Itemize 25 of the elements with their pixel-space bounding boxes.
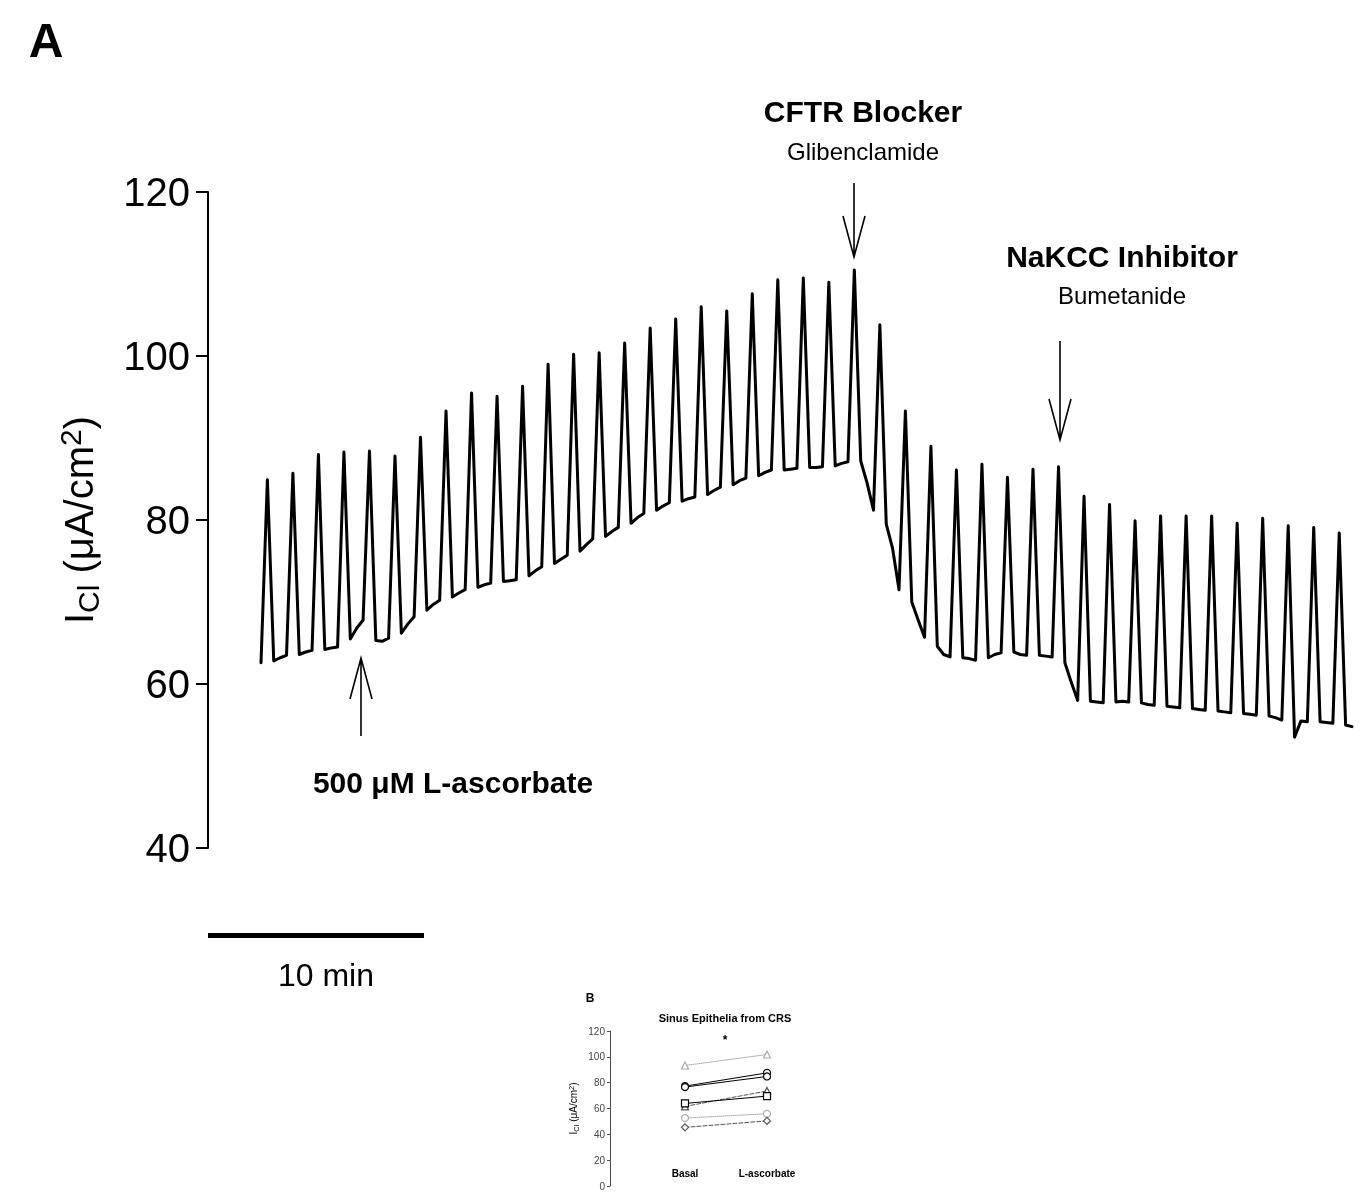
y-tick-label: 20 <box>593 1154 606 1166</box>
y-axis-title: ICl (μA/cm2) <box>53 415 105 625</box>
text: B <box>585 991 595 1005</box>
y-tick-label: 60 <box>145 662 190 706</box>
annotation: 500 μM L-ascorbate <box>312 766 594 800</box>
y-tick-label: 120 <box>588 1025 606 1037</box>
annotation: Bumetanide <box>1057 282 1187 310</box>
y-tick-label: 60 <box>593 1103 606 1114</box>
chart-title: Sinus Epithelia from CRS <box>658 1012 792 1024</box>
x-tick-label: Basal <box>671 1167 699 1179</box>
y-tick-label: 100 <box>588 1051 606 1063</box>
annotation: NaKCC Inhibitor <box>1006 240 1238 274</box>
y-tick-label: 100 <box>123 334 190 378</box>
y-tick-label: 40 <box>593 1128 606 1140</box>
text: 10 min <box>277 956 375 994</box>
y-tick-label: 80 <box>145 498 190 542</box>
y-tick-label: 0 <box>599 1180 606 1192</box>
y-tick-label: 80 <box>593 1077 606 1089</box>
y-tick-label: 120 <box>123 170 190 214</box>
text: A <box>28 12 64 68</box>
annotation: * <box>722 1033 728 1047</box>
text: Glibenclamide <box>786 138 940 166</box>
y-tick-label: 40 <box>145 826 190 870</box>
text: CFTR Blocker <box>763 95 963 129</box>
x-tick-label: L-ascorbate <box>738 1167 796 1179</box>
